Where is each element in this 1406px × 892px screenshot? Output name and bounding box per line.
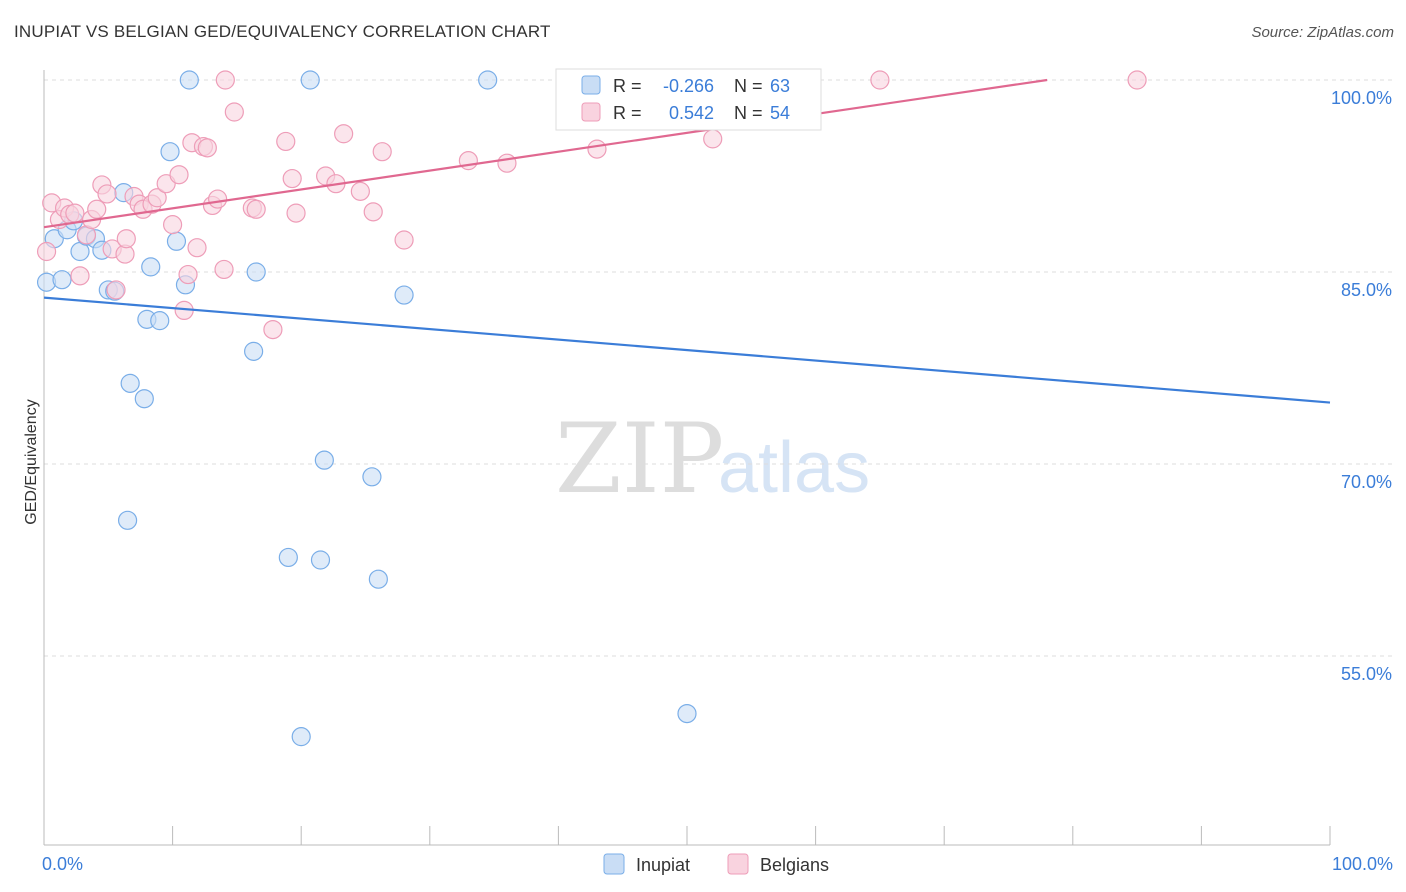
point-belgians-38[interactable]	[276, 131, 296, 152]
point-inupiat-32[interactable]	[478, 70, 498, 90]
point-belgians-39[interactable]	[282, 168, 302, 189]
legend-swatch-inupiat	[603, 853, 625, 875]
point-inupiat-12[interactable]	[117, 510, 138, 530]
point-belgians-6[interactable]	[70, 266, 90, 286]
stats-r-value-inupiat: -0.266	[663, 76, 714, 96]
point-belgians-31[interactable]	[208, 189, 228, 209]
point-inupiat-24[interactable]	[278, 547, 298, 568]
point-inupiat-31[interactable]	[394, 285, 414, 305]
point-belgians-51[interactable]	[703, 129, 723, 149]
point-inupiat-28[interactable]	[314, 450, 334, 470]
stats-r-value-belgians: 0.542	[669, 103, 714, 123]
point-inupiat-16[interactable]	[141, 257, 161, 277]
point-belgians-11[interactable]	[97, 184, 117, 204]
stats-legend: R = -0.266 N = 63 R = 0.542 N = 54	[555, 68, 822, 131]
watermark-zip: ZIP	[555, 403, 724, 515]
legend-label-inupiat: Inupiat	[636, 855, 690, 875]
point-inupiat-18[interactable]	[160, 142, 180, 162]
point-inupiat-17[interactable]	[150, 311, 170, 331]
y-tick-label-100: 100.0%	[1331, 88, 1392, 108]
point-belgians-23[interactable]	[169, 165, 189, 185]
stats-r-label-inupiat: R =	[613, 76, 642, 96]
stats-n-label-belgians: N =	[734, 103, 763, 123]
point-belgians-53[interactable]	[1127, 70, 1147, 90]
point-belgians-43[interactable]	[334, 124, 354, 144]
y-tick-label-55: 55.0%	[1341, 664, 1392, 684]
watermark-atlas: atlas	[718, 428, 870, 508]
stats-n-value-inupiat: 63	[770, 76, 790, 96]
point-inupiat-25[interactable]	[291, 727, 311, 747]
point-belgians-40[interactable]	[286, 203, 306, 223]
point-inupiat-23[interactable]	[244, 341, 264, 361]
point-belgians-13[interactable]	[106, 280, 126, 300]
stats-n-label-inupiat: N =	[734, 76, 763, 96]
point-belgians-44[interactable]	[350, 181, 370, 201]
point-belgians-5[interactable]	[65, 203, 85, 223]
grid-lines	[44, 79, 1395, 657]
point-inupiat-19[interactable]	[166, 231, 187, 251]
point-belgians-50[interactable]	[587, 139, 607, 159]
point-belgians-52[interactable]	[870, 70, 890, 90]
point-inupiat-14[interactable]	[134, 389, 154, 409]
stats-n-value-belgians: 54	[770, 103, 790, 123]
point-inupiat-33[interactable]	[677, 703, 697, 724]
tick-labels: 100.0% 85.0% 70.0% 55.0% 0.0% 100.0%	[42, 88, 1393, 874]
point-belgians-32[interactable]	[214, 259, 234, 280]
trendline-belgians	[43, 78, 1048, 229]
point-inupiat-27[interactable]	[310, 550, 331, 570]
point-belgians-22[interactable]	[163, 215, 183, 235]
point-belgians-45[interactable]	[363, 202, 383, 222]
point-belgians-20[interactable]	[147, 188, 167, 208]
point-belgians-25[interactable]	[178, 264, 198, 285]
y-tick-label-85: 85.0%	[1341, 280, 1392, 300]
x-tick-label-0: 0.0%	[42, 854, 83, 874]
stats-r-label-belgians: R =	[613, 103, 642, 123]
point-inupiat-13[interactable]	[120, 373, 140, 393]
point-belgians-0[interactable]	[36, 241, 57, 262]
point-belgians-34[interactable]	[224, 102, 244, 122]
y-axis-label: GED/Equivalency	[23, 399, 40, 524]
legend-swatch-belgians	[727, 853, 749, 875]
x-tick-label-100: 100.0%	[1332, 854, 1393, 874]
point-inupiat-26[interactable]	[300, 70, 320, 90]
point-inupiat-21[interactable]	[179, 70, 199, 90]
point-inupiat-22[interactable]	[246, 262, 266, 282]
point-inupiat-30[interactable]	[368, 569, 388, 589]
stats-swatch-inupiat	[581, 75, 601, 95]
point-belgians-49[interactable]	[497, 153, 517, 173]
trend-lines	[43, 78, 1331, 404]
point-belgians-15[interactable]	[116, 229, 136, 249]
point-belgians-36[interactable]	[246, 199, 266, 219]
point-inupiat-2[interactable]	[52, 270, 72, 290]
point-inupiat-29[interactable]	[362, 467, 382, 487]
point-belgians-27[interactable]	[187, 238, 207, 258]
point-belgians-37[interactable]	[263, 320, 283, 340]
point-belgians-9[interactable]	[87, 199, 107, 219]
chart-source: Source: ZipAtlas.com	[1251, 24, 1394, 41]
point-belgians-47[interactable]	[394, 230, 414, 250]
stats-swatch-belgians	[581, 102, 601, 122]
legend-label-belgians: Belgians	[760, 855, 829, 875]
point-belgians-46[interactable]	[372, 142, 392, 162]
watermark: ZIP atlas	[555, 403, 870, 515]
bottom-legend: Inupiat Belgians	[603, 853, 829, 875]
chart-title: INUPIAT VS BELGIAN GED/EQUIVALENCY CORRE…	[14, 22, 551, 41]
point-belgians-29[interactable]	[197, 138, 217, 158]
y-tick-label-70: 70.0%	[1341, 472, 1392, 492]
point-belgians-33[interactable]	[215, 70, 235, 90]
trendline-inupiat	[43, 296, 1331, 404]
